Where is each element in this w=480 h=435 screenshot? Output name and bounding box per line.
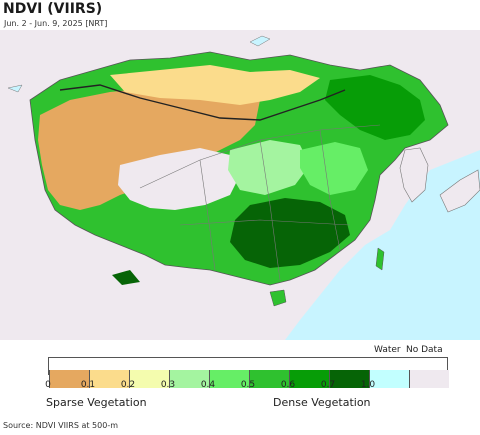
tick-label: 0	[45, 380, 51, 390]
sparse-vegetation-label: Sparse Vegetation	[46, 396, 147, 409]
color-scale	[48, 357, 449, 388]
hainan-island	[269, 289, 287, 307]
source-credit: Source: NDVI VIIRS at 500-m	[3, 421, 118, 430]
swatch-4	[209, 370, 249, 388]
ndvi-legend: Water No Data 0 0.1 0.2 0.3 0.4 0.5 0.6 …	[0, 345, 480, 415]
swatch-0	[49, 370, 89, 388]
tick-label: 0.1	[80, 380, 96, 390]
korea-peninsula	[399, 147, 429, 203]
japan-islands	[439, 169, 480, 213]
sparse-desert	[38, 85, 260, 210]
swatch-nodata	[409, 370, 449, 388]
province-line	[259, 139, 281, 281]
national-border	[59, 84, 346, 121]
lake-baikal	[249, 35, 271, 47]
tick-label: 0.7	[320, 380, 336, 390]
water-label: Water	[374, 345, 401, 355]
swatch-water	[369, 370, 409, 388]
map-title: NDVI (VIIRS)	[3, 1, 103, 17]
swatch-5	[249, 370, 289, 388]
swatch-3	[169, 370, 209, 388]
tick-label: 1.0	[360, 380, 376, 390]
province-line	[179, 219, 351, 226]
dense-vegetation-label: Dense Vegetation	[273, 396, 371, 409]
tick-label: 0.2	[120, 380, 136, 390]
tick-label: 0.6	[280, 380, 296, 390]
southern-forest	[230, 198, 350, 268]
delta-forest	[112, 270, 140, 285]
province-line	[319, 129, 341, 251]
date-range: Jun. 2 - Jun. 9, 2025 [NRT]	[4, 19, 108, 28]
tibet-plateau	[118, 148, 240, 210]
swatch-1	[89, 370, 129, 388]
swatch-7	[329, 370, 369, 388]
map-header: NDVI (VIIRS) Jun. 2 - Jun. 9, 2025 [NRT]	[0, 0, 480, 30]
lake	[7, 84, 23, 93]
map-canvas	[0, 30, 480, 340]
northeast-forest	[325, 75, 425, 140]
tick-label: 0.3	[160, 380, 176, 390]
province-line	[199, 159, 216, 271]
taiwan-island	[375, 247, 385, 271]
tick-label: 0.4	[200, 380, 216, 390]
ndvi-map	[0, 30, 480, 340]
east-plain	[300, 142, 368, 195]
nodata-label: No Data	[406, 345, 443, 355]
transition-zone	[228, 140, 310, 195]
steppe-area	[110, 65, 320, 105]
swatch-6	[289, 370, 329, 388]
swatch-2	[129, 370, 169, 388]
tick-label: 0.5	[240, 380, 256, 390]
